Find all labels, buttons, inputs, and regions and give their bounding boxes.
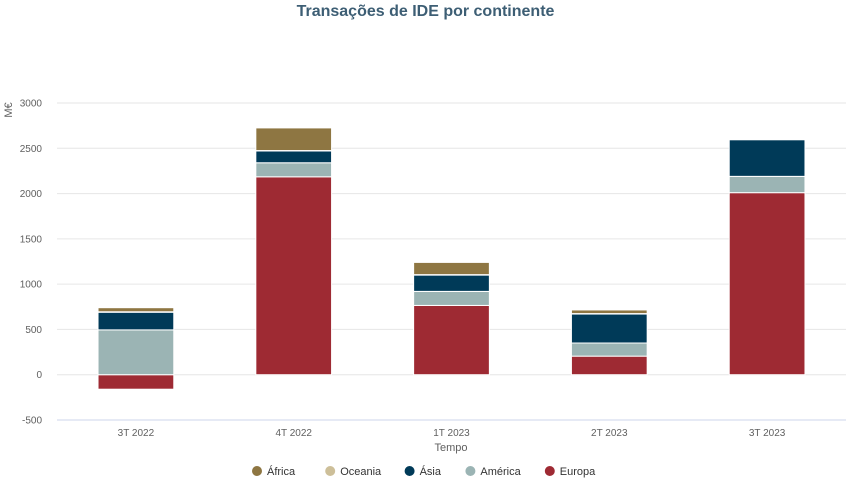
y-tick-label: 2500 — [20, 144, 43, 155]
x-tick-label: 2T 2023 — [591, 428, 628, 439]
legend-label: Oceania — [340, 466, 382, 478]
y-tick-label: 1500 — [20, 234, 43, 245]
bar-américa[interactable] — [255, 162, 333, 178]
x-tick-label: 1T 2023 — [433, 428, 470, 439]
legend-item-ásia[interactable]: Ásia — [404, 465, 442, 478]
bars — [97, 127, 806, 390]
bar-europa[interactable] — [255, 176, 333, 376]
y-axis-ticks: -500 0 500 1000 1500 2000 2500 3000 — [20, 99, 43, 427]
x-tick-label: 4T 2022 — [275, 428, 312, 439]
bar-europa[interactable] — [413, 304, 490, 376]
y-tick-label: -500 — [22, 416, 42, 427]
bar-ásia[interactable] — [728, 139, 806, 177]
bar-ásia[interactable] — [255, 150, 333, 164]
chart-title: Transações de IDE por continente — [296, 3, 555, 20]
legend-label: Ásia — [420, 465, 442, 478]
legend-label: América — [480, 466, 521, 478]
legend-marker — [325, 466, 336, 476]
legend-item-américa[interactable]: América — [465, 466, 522, 478]
x-axis-title: Tempo — [434, 442, 467, 454]
legend-item-áfrica[interactable]: África — [252, 465, 296, 478]
legend-marker — [465, 466, 476, 476]
y-tick-label: 3000 — [20, 99, 43, 110]
bar-ásia[interactable] — [97, 311, 175, 331]
y-tick-label: 0 — [36, 370, 42, 381]
bar-américa[interactable] — [728, 175, 806, 194]
bar-áfrica[interactable] — [570, 309, 648, 315]
legend-label: Europa — [560, 466, 596, 478]
legend-item-europa[interactable]: Europa — [544, 466, 596, 478]
legend-marker — [252, 466, 262, 476]
legend-label: África — [267, 465, 296, 478]
bar-américa[interactable] — [97, 329, 175, 376]
legend: África Oceania Ásia América Europa — [252, 465, 596, 478]
bar-europa[interactable] — [728, 192, 806, 376]
x-tick-label: 3T 2023 — [749, 428, 786, 439]
bar-américa[interactable] — [570, 342, 648, 357]
bar-áfrica[interactable] — [255, 127, 333, 152]
bar-ásia[interactable] — [413, 274, 490, 292]
y-axis-title: M€ — [3, 102, 15, 117]
bar-europa[interactable] — [570, 355, 648, 376]
bar-europa[interactable] — [97, 374, 175, 390]
legend-item-oceania[interactable]: Oceania — [325, 466, 382, 478]
bar-américa[interactable] — [413, 290, 490, 306]
x-axis-ticks: 3T 2022 4T 2022 1T 2023 2T 2023 3T 2023 — [118, 428, 786, 439]
bar-áfrica[interactable] — [97, 307, 175, 313]
y-tick-label: 2000 — [20, 189, 43, 200]
bar-ásia[interactable] — [570, 313, 648, 344]
bar-áfrica[interactable] — [413, 261, 490, 276]
y-tick-label: 500 — [25, 325, 42, 336]
legend-marker — [404, 466, 415, 476]
legend-marker — [544, 466, 555, 476]
y-tick-label: 1000 — [20, 280, 43, 291]
x-tick-label: 3T 2022 — [118, 428, 155, 439]
